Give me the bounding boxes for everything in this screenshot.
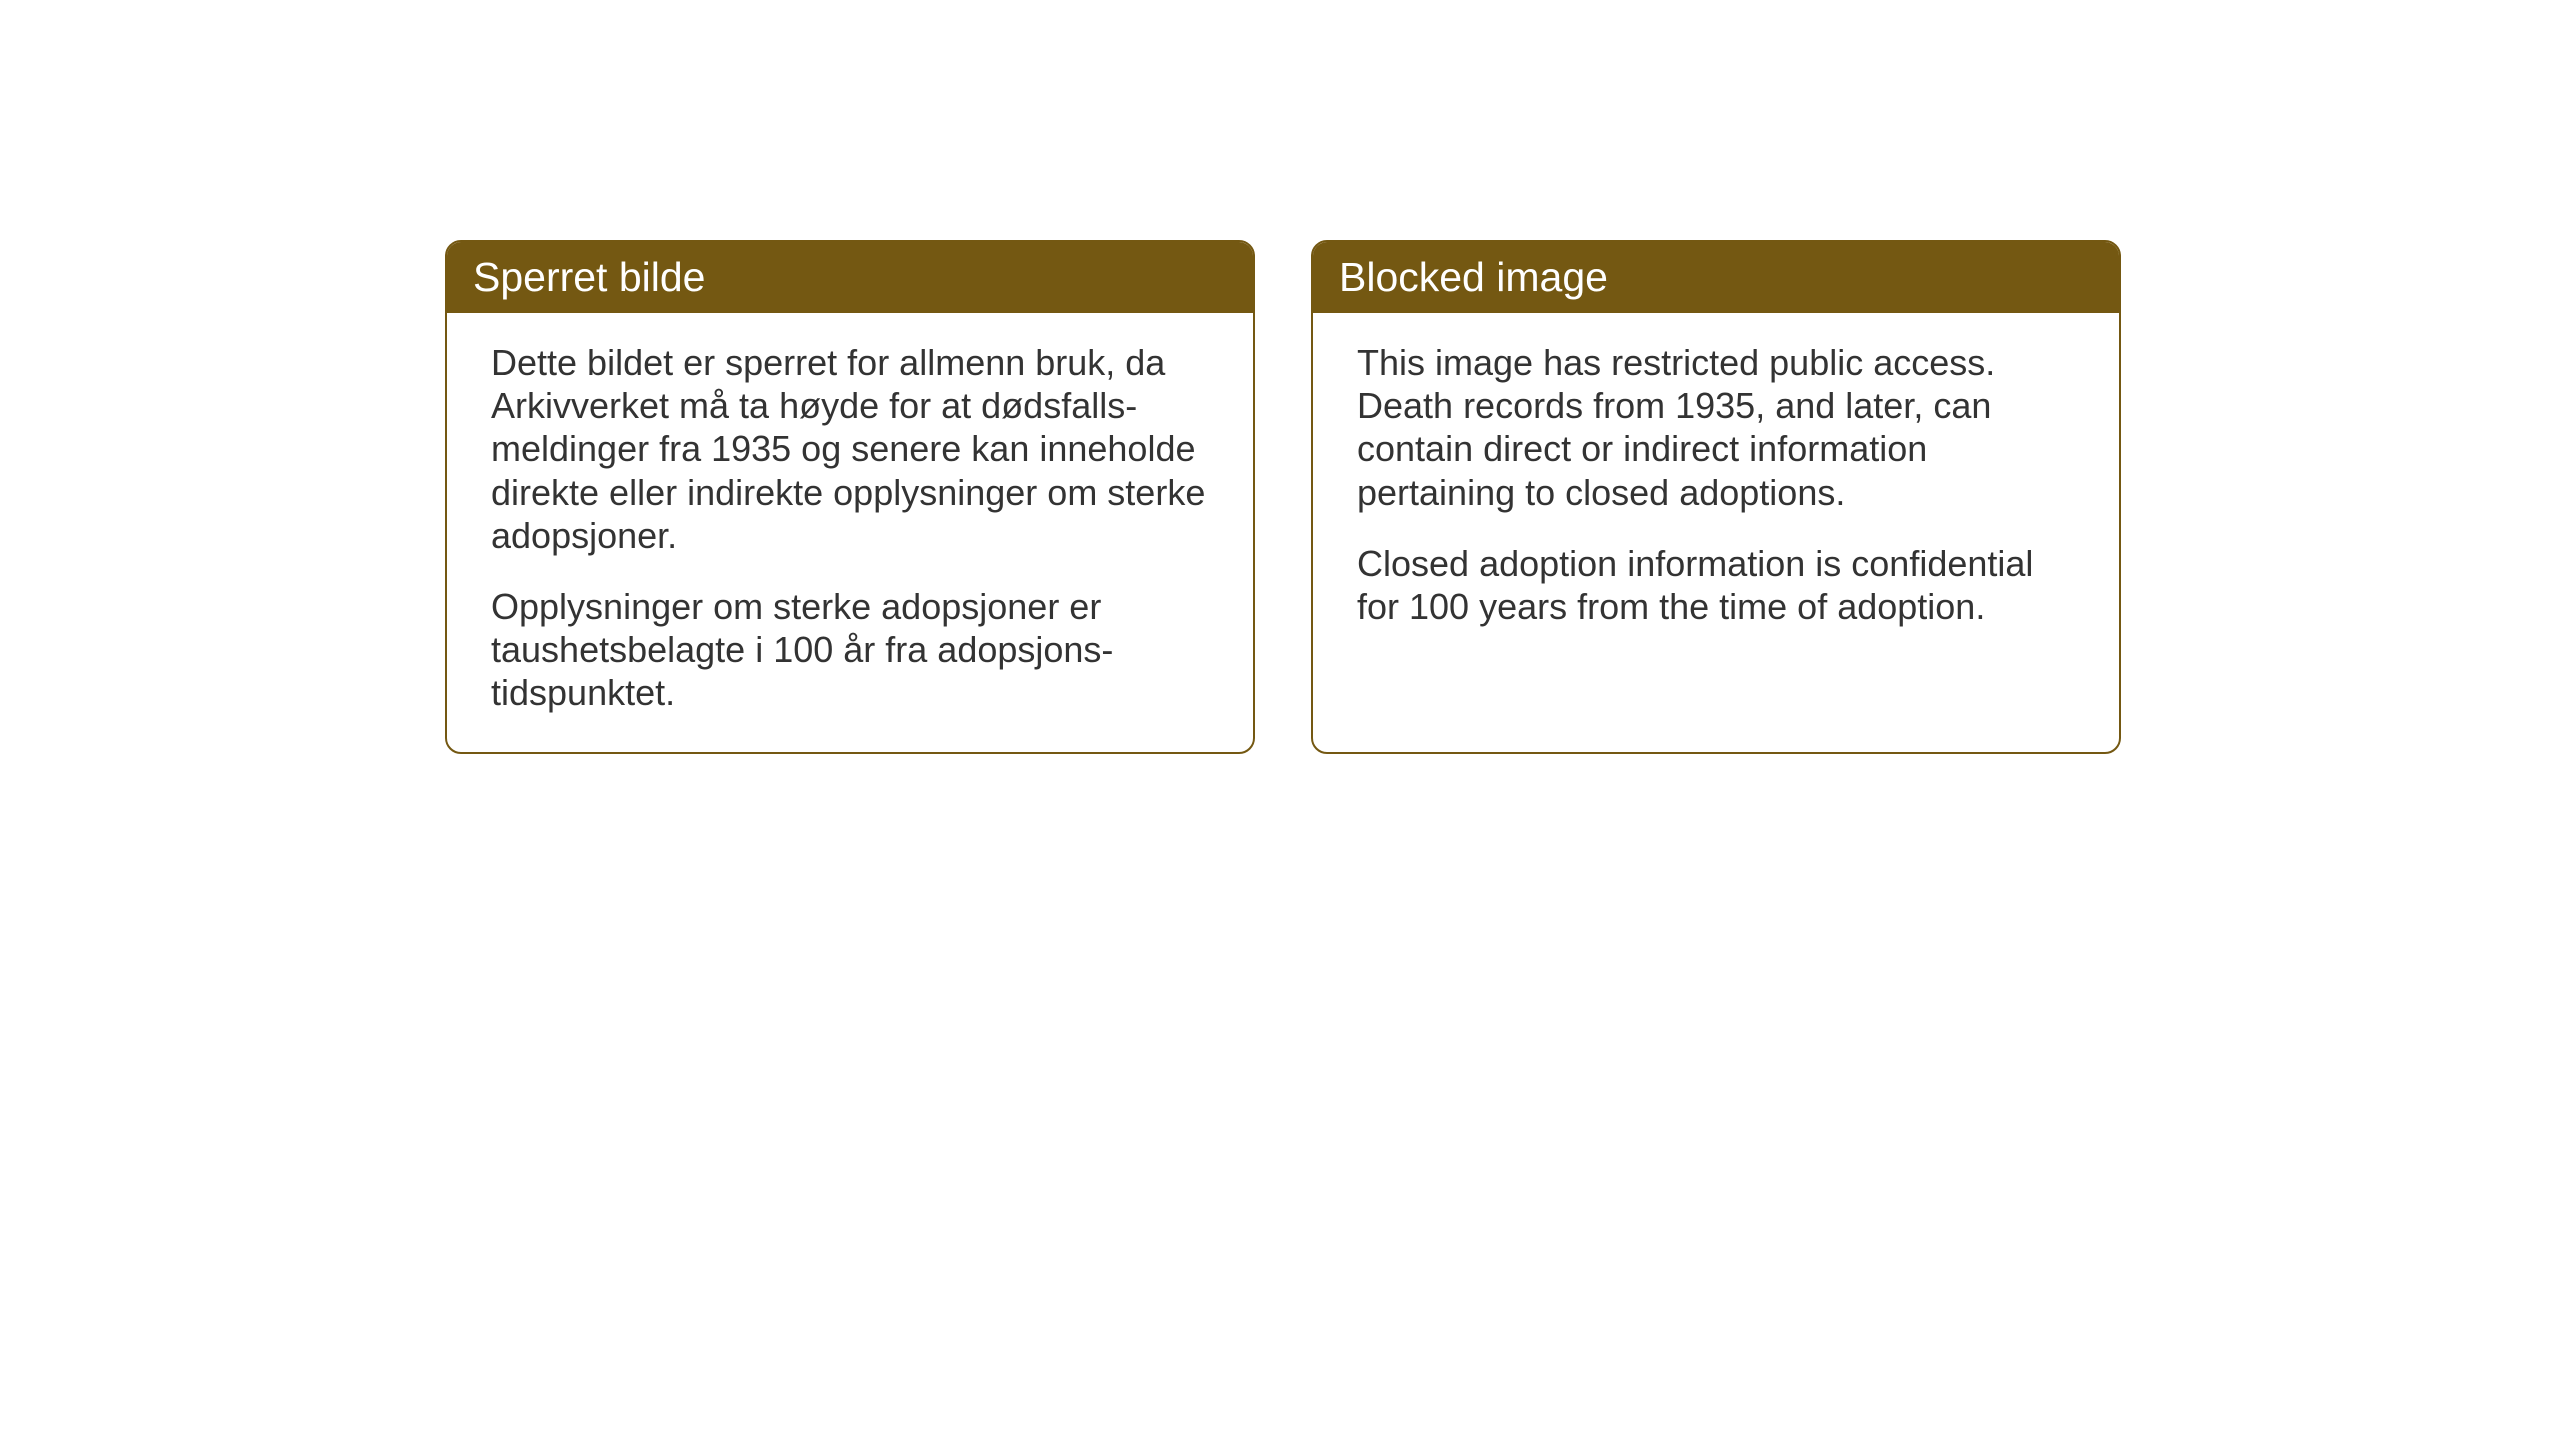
english-card-body: This image has restricted public access.… — [1313, 313, 2119, 664]
english-paragraph-2: Closed adoption information is confident… — [1357, 542, 2075, 628]
english-card-header: Blocked image — [1313, 242, 2119, 313]
norwegian-paragraph-2: Opplysninger om sterke adopsjoner er tau… — [491, 585, 1209, 715]
cards-container: Sperret bilde Dette bildet er sperret fo… — [445, 240, 2121, 754]
norwegian-card-title: Sperret bilde — [473, 254, 705, 300]
norwegian-card-header: Sperret bilde — [447, 242, 1253, 313]
english-card: Blocked image This image has restricted … — [1311, 240, 2121, 754]
english-paragraph-1: This image has restricted public access.… — [1357, 341, 2075, 514]
norwegian-card: Sperret bilde Dette bildet er sperret fo… — [445, 240, 1255, 754]
norwegian-paragraph-1: Dette bildet er sperret for allmenn bruk… — [491, 341, 1209, 557]
norwegian-card-body: Dette bildet er sperret for allmenn bruk… — [447, 313, 1253, 751]
english-card-title: Blocked image — [1339, 254, 1608, 300]
